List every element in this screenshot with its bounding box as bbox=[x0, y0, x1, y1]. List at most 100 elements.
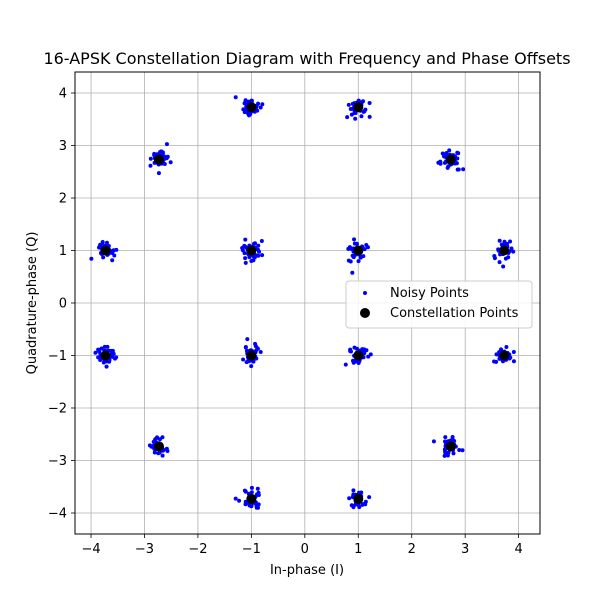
noisy-point bbox=[511, 359, 516, 364]
noisy-point bbox=[359, 490, 364, 495]
noisy-point bbox=[367, 101, 372, 106]
noisy-point bbox=[511, 349, 516, 354]
noisy-point bbox=[113, 356, 118, 361]
chart-title: 16-APSK Constellation Diagram with Frequ… bbox=[43, 49, 570, 68]
noisy-point bbox=[445, 453, 450, 458]
noisy-point bbox=[352, 237, 357, 242]
noisy-point bbox=[343, 362, 348, 367]
noisy-point bbox=[451, 451, 456, 456]
noisy-point bbox=[365, 245, 370, 250]
noisy-point bbox=[111, 351, 116, 356]
legend-constellation-label: Constellation Points bbox=[390, 306, 519, 321]
noisy-point bbox=[104, 364, 109, 369]
noisy-point bbox=[350, 253, 355, 258]
noisy-point bbox=[96, 355, 101, 360]
noisy-point bbox=[494, 352, 499, 357]
noisy-point bbox=[368, 352, 373, 357]
noisy-point bbox=[347, 496, 352, 501]
noisy-point bbox=[243, 237, 248, 242]
noisy-point bbox=[461, 167, 466, 172]
noisy-point bbox=[152, 450, 157, 455]
x-axis-label: In-phase (I) bbox=[270, 563, 344, 578]
noisy-point bbox=[431, 439, 436, 444]
constellation-point bbox=[499, 350, 510, 361]
noisy-point bbox=[353, 111, 358, 116]
noisy-point bbox=[156, 171, 161, 176]
x-tick-label: −3 bbox=[135, 542, 154, 557]
noisy-point bbox=[348, 259, 353, 264]
noisy-point bbox=[245, 337, 250, 342]
noisy-point bbox=[252, 255, 257, 260]
noisy-point bbox=[93, 350, 98, 355]
noisy-point bbox=[241, 357, 246, 362]
noisy-point bbox=[156, 451, 161, 456]
noisy-point bbox=[492, 256, 497, 261]
y-tick-label: −1 bbox=[48, 349, 67, 364]
noisy-point bbox=[256, 490, 261, 495]
constellation-point bbox=[499, 245, 510, 256]
constellation-point bbox=[246, 350, 257, 361]
noisy-point bbox=[96, 347, 101, 352]
noisy-point bbox=[511, 249, 516, 254]
noisy-point bbox=[456, 151, 461, 156]
constellation-point bbox=[100, 245, 111, 256]
noisy-point bbox=[497, 260, 502, 265]
y-tick-label: 3 bbox=[59, 139, 67, 154]
noisy-point bbox=[360, 347, 365, 352]
noisy-point bbox=[249, 364, 254, 369]
noisy-point bbox=[349, 112, 354, 117]
noisy-point bbox=[105, 344, 110, 349]
noisy-point bbox=[243, 499, 248, 504]
y-tick-label: 2 bbox=[59, 192, 67, 207]
constellation-points-layer bbox=[100, 102, 510, 504]
noisy-point bbox=[508, 239, 513, 244]
noisy-point bbox=[361, 502, 366, 507]
noisy-point bbox=[457, 448, 462, 453]
y-tick-label: 0 bbox=[59, 297, 67, 312]
noisy-point bbox=[364, 348, 369, 353]
constellation-point bbox=[246, 493, 257, 504]
x-tick-label: 3 bbox=[461, 542, 469, 557]
noisy-point bbox=[366, 354, 371, 359]
noisy-point bbox=[251, 359, 256, 364]
noisy-point bbox=[254, 503, 259, 508]
noisy-point bbox=[237, 498, 242, 503]
noisy-point bbox=[350, 270, 355, 275]
y-tick-label: 1 bbox=[59, 244, 67, 259]
noisy-point bbox=[162, 162, 167, 167]
constellation-point bbox=[153, 441, 164, 452]
x-tick-label: −2 bbox=[188, 542, 207, 557]
noisy-point bbox=[101, 255, 106, 260]
noisy-point bbox=[155, 435, 160, 440]
noisy-point bbox=[443, 450, 448, 455]
x-tick-label: −1 bbox=[242, 542, 261, 557]
noisy-point bbox=[260, 253, 265, 258]
noisy-point bbox=[442, 154, 447, 159]
noisy-point bbox=[346, 102, 351, 107]
x-tick-label: 1 bbox=[354, 542, 362, 557]
noisy-point bbox=[256, 243, 261, 248]
constellation-point bbox=[246, 102, 257, 113]
noisy-point bbox=[352, 241, 357, 246]
noisy-point bbox=[160, 435, 165, 440]
noisy-point bbox=[497, 238, 502, 243]
noisy-point bbox=[444, 151, 449, 156]
x-tick-label: 0 bbox=[301, 542, 309, 557]
noisy-point bbox=[502, 239, 507, 244]
y-tick-label: 4 bbox=[59, 87, 67, 102]
noisy-point bbox=[346, 246, 351, 251]
noisy-point bbox=[100, 240, 105, 245]
constellation-point bbox=[353, 245, 364, 256]
noisy-point bbox=[455, 156, 460, 161]
noisy-point bbox=[160, 150, 165, 155]
noisy-point bbox=[164, 446, 169, 451]
noisy-point bbox=[447, 148, 452, 153]
noisy-point bbox=[442, 453, 447, 458]
noisy-point bbox=[367, 495, 372, 500]
noisy-point bbox=[243, 345, 248, 350]
noisy-point bbox=[233, 496, 238, 501]
legend: Noisy Points Constellation Points bbox=[345, 280, 533, 329]
noisy-point bbox=[99, 346, 104, 351]
noisy-point bbox=[255, 486, 260, 491]
